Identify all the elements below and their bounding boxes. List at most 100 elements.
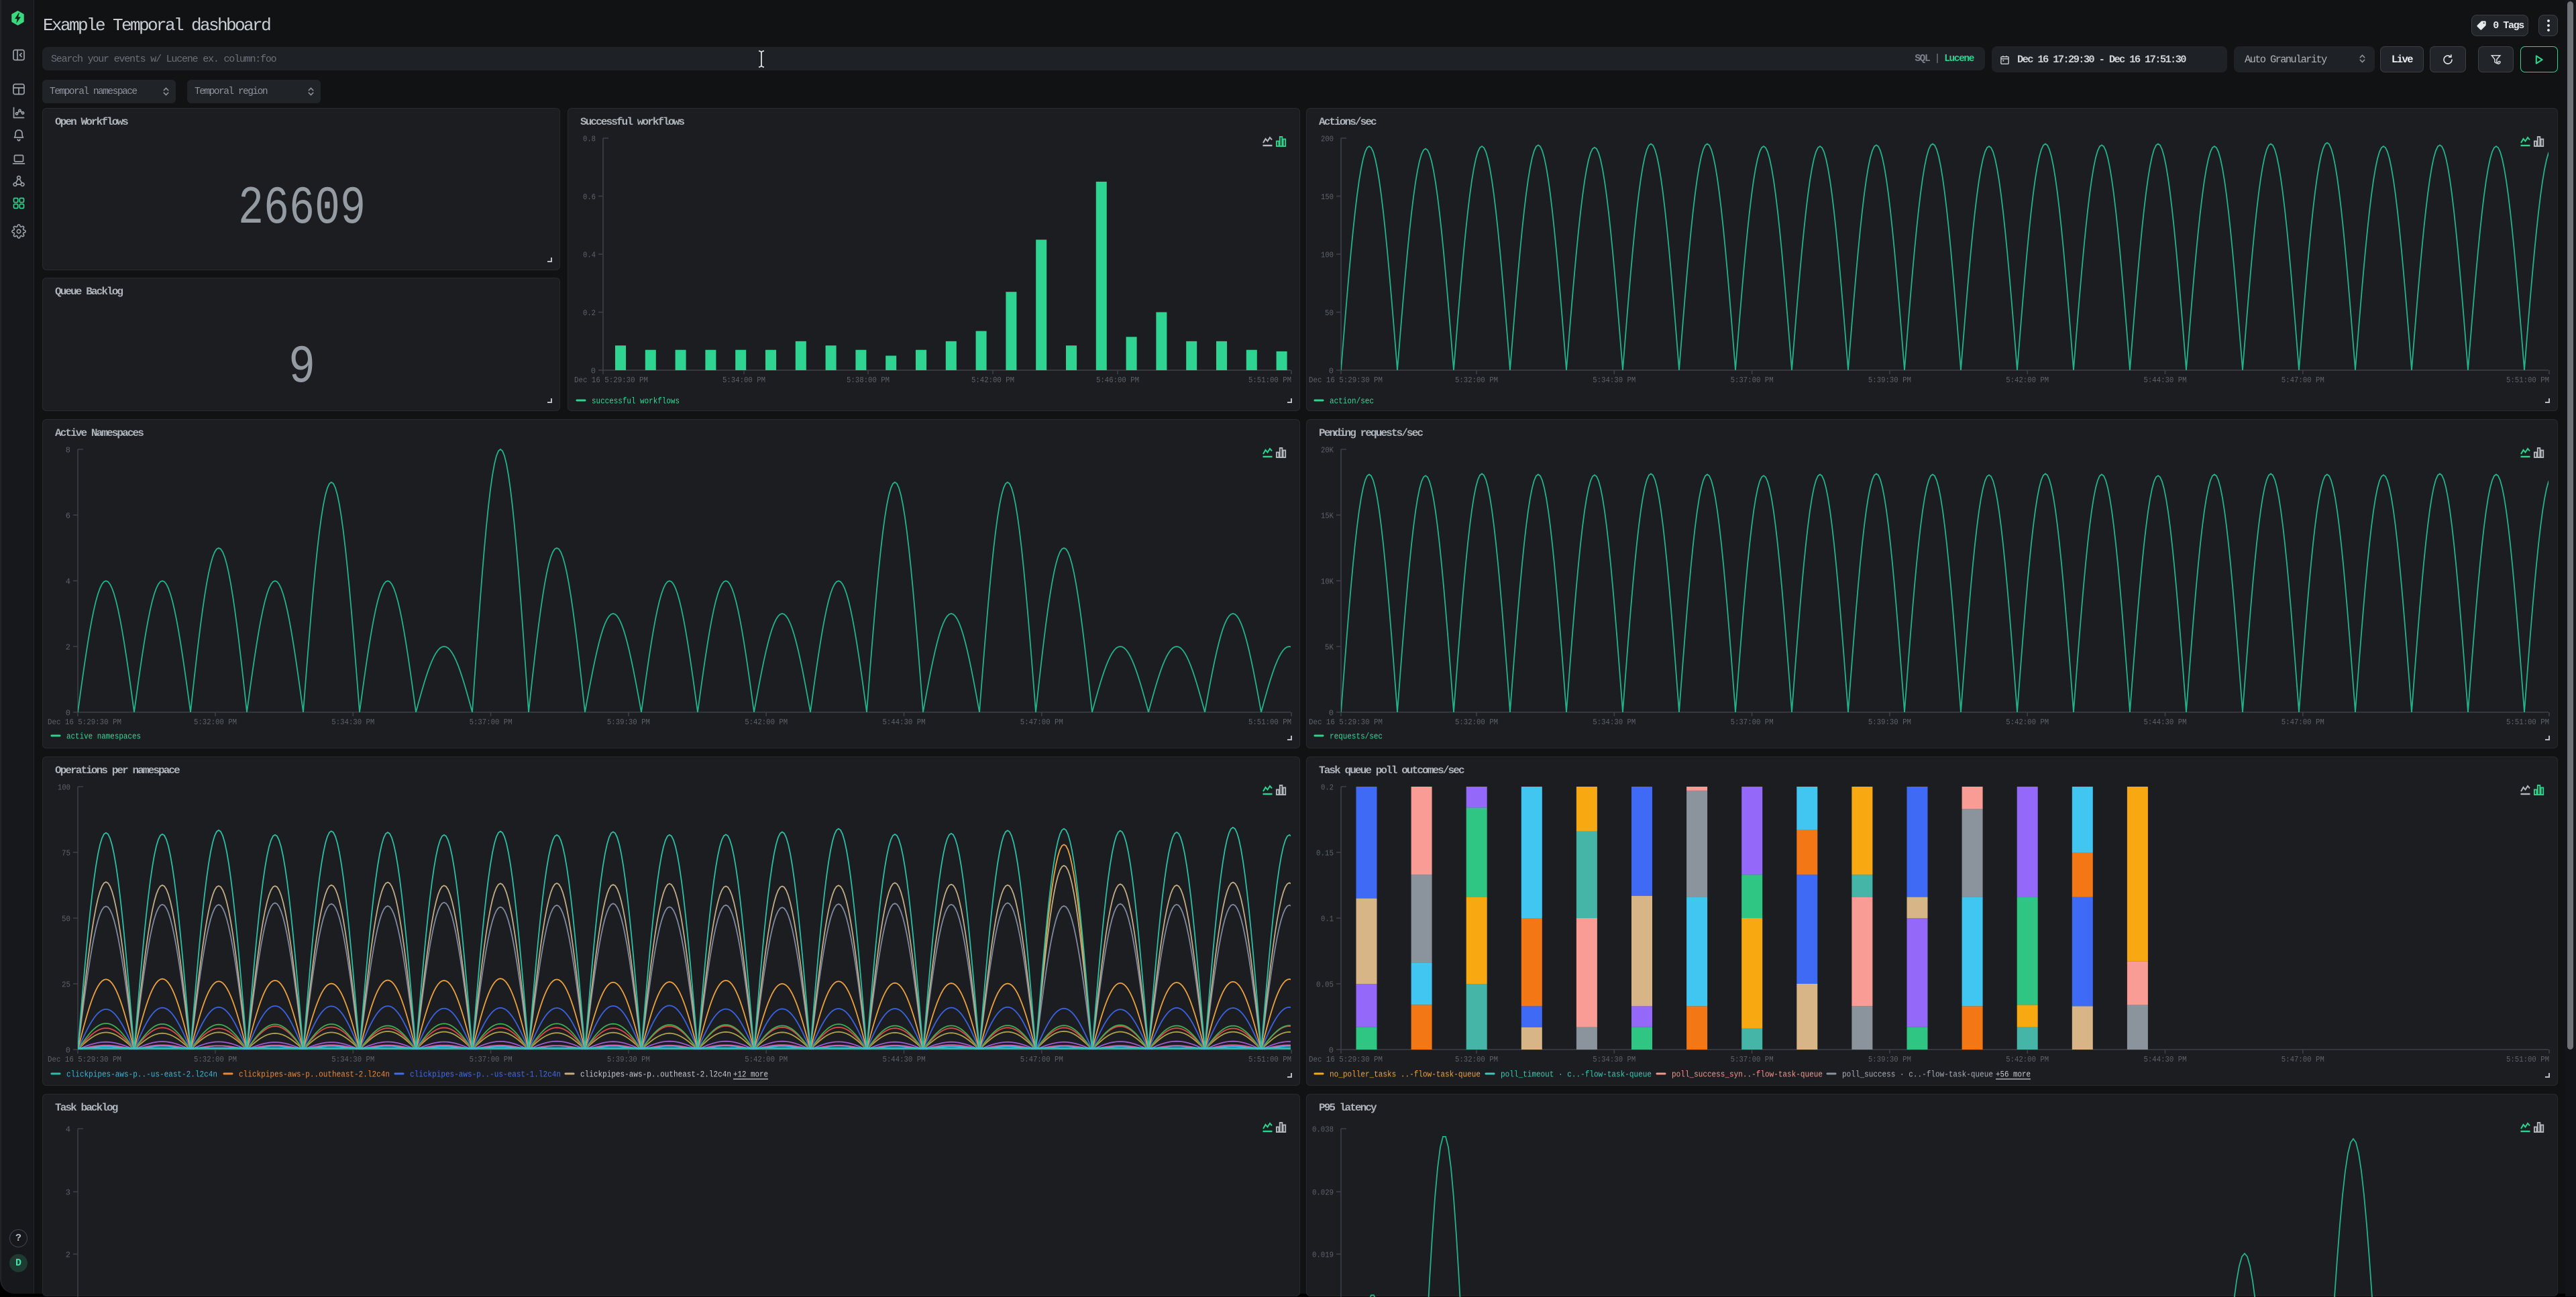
svg-text:25: 25 — [62, 980, 70, 990]
svg-text:0.038: 0.038 — [1312, 1125, 1334, 1135]
svg-text:5:51:00 PM: 5:51:00 PM — [2506, 718, 2549, 727]
svg-text:5:32:00 PM: 5:32:00 PM — [194, 718, 237, 727]
svg-text:4: 4 — [66, 1125, 70, 1135]
svg-text:6: 6 — [66, 512, 70, 521]
svg-text:5:51:00 PM: 5:51:00 PM — [1248, 376, 1291, 385]
svg-text:Dec 16 5:29:30 PM: Dec 16 5:29:30 PM — [1309, 376, 1383, 385]
svg-text:5:32:00 PM: 5:32:00 PM — [1455, 718, 1498, 727]
svg-text:5:39:30 PM: 5:39:30 PM — [1868, 1055, 1911, 1064]
svg-text:2: 2 — [66, 643, 70, 653]
svg-text:8: 8 — [66, 446, 70, 455]
svg-text:2: 2 — [66, 1251, 70, 1260]
svg-text:5:44:30 PM: 5:44:30 PM — [2144, 1055, 2187, 1064]
svg-text:0.029: 0.029 — [1312, 1188, 1334, 1198]
svg-text:5:47:00 PM: 5:47:00 PM — [2282, 376, 2324, 385]
svg-text:10K: 10K — [1321, 577, 1334, 587]
svg-text:50: 50 — [62, 915, 70, 924]
svg-text:0: 0 — [66, 709, 70, 718]
svg-text:0.15: 0.15 — [1316, 849, 1334, 858]
svg-text:20K: 20K — [1321, 446, 1334, 455]
svg-text:5:34:30 PM: 5:34:30 PM — [1593, 718, 1635, 727]
svg-text:Dec 16 5:29:30 PM: Dec 16 5:29:30 PM — [48, 718, 121, 727]
svg-text:0: 0 — [1329, 709, 1334, 718]
svg-text:5:42:00 PM: 5:42:00 PM — [745, 718, 788, 727]
svg-text:5:47:00 PM: 5:47:00 PM — [1020, 1055, 1063, 1064]
svg-text:0: 0 — [1329, 1046, 1334, 1056]
svg-text:5:34:30 PM: 5:34:30 PM — [331, 718, 374, 727]
svg-text:Dec 16 5:29:30 PM: Dec 16 5:29:30 PM — [1309, 718, 1383, 727]
svg-text:5:39:30 PM: 5:39:30 PM — [607, 718, 650, 727]
svg-text:5:47:00 PM: 5:47:00 PM — [1020, 718, 1063, 727]
svg-text:150: 150 — [1321, 192, 1334, 202]
svg-text:clickpipes-aws-p..-us-east-1.l: clickpipes-aws-p..-us-east-1.l2c4n — [410, 1070, 561, 1080]
svg-text:5:37:00 PM: 5:37:00 PM — [470, 718, 513, 727]
svg-text:5:47:00 PM: 5:47:00 PM — [2282, 1055, 2324, 1064]
svg-text:5:39:30 PM: 5:39:30 PM — [1868, 718, 1911, 727]
svg-text:5:37:00 PM: 5:37:00 PM — [470, 1055, 513, 1064]
svg-text:action/sec: action/sec — [1330, 396, 1374, 406]
svg-text:5:44:30 PM: 5:44:30 PM — [2144, 718, 2187, 727]
svg-text:5:51:00 PM: 5:51:00 PM — [2506, 376, 2549, 385]
svg-text:0.6: 0.6 — [583, 192, 596, 202]
svg-text:clickpipes-aws-p..outheast-2.l: clickpipes-aws-p..outheast-2.l2c4n — [580, 1070, 731, 1080]
svg-text:5:44:30 PM: 5:44:30 PM — [883, 718, 926, 727]
svg-text:+12 more: +12 more — [733, 1070, 768, 1080]
svg-text:no_poller_tasks ..-flow-task-q: no_poller_tasks ..-flow-task-queue — [1330, 1070, 1481, 1080]
svg-text:clickpipes-aws-p..outheast-2.l: clickpipes-aws-p..outheast-2.l2c4n — [239, 1070, 390, 1080]
svg-text:5K: 5K — [1325, 643, 1334, 653]
svg-text:5:34:30 PM: 5:34:30 PM — [1593, 376, 1635, 385]
svg-text:5:37:00 PM: 5:37:00 PM — [1731, 718, 1774, 727]
svg-text:poll_success · c..-flow-task-q: poll_success · c..-flow-task-queue — [1842, 1070, 1993, 1080]
svg-text:5:34:30 PM: 5:34:30 PM — [1593, 1055, 1635, 1064]
svg-text:0: 0 — [66, 1046, 70, 1056]
svg-text:4: 4 — [66, 577, 70, 587]
svg-text:clickpipes-aws-p..-us-east-2.l: clickpipes-aws-p..-us-east-2.l2c4n — [66, 1070, 217, 1080]
svg-text:5:42:00 PM: 5:42:00 PM — [2006, 718, 2049, 727]
svg-text:5:42:00 PM: 5:42:00 PM — [2006, 376, 2049, 385]
svg-text:5:42:00 PM: 5:42:00 PM — [971, 376, 1014, 385]
svg-text:5:37:00 PM: 5:37:00 PM — [1731, 1055, 1774, 1064]
svg-text:100: 100 — [58, 783, 70, 793]
svg-text:5:47:00 PM: 5:47:00 PM — [2282, 718, 2324, 727]
svg-text:0.1: 0.1 — [1321, 915, 1334, 924]
svg-text:9: 9 — [288, 337, 315, 398]
svg-text:5:32:00 PM: 5:32:00 PM — [194, 1055, 237, 1064]
svg-text:0.8: 0.8 — [583, 135, 596, 144]
svg-text:5:42:00 PM: 5:42:00 PM — [745, 1055, 788, 1064]
svg-text:5:34:30 PM: 5:34:30 PM — [331, 1055, 374, 1064]
svg-text:0: 0 — [1329, 367, 1334, 376]
svg-text:5:32:00 PM: 5:32:00 PM — [1455, 376, 1498, 385]
svg-text:0.4: 0.4 — [583, 251, 596, 260]
svg-text:+56 more: +56 more — [1996, 1070, 2031, 1080]
svg-text:active namespaces: active namespaces — [66, 732, 141, 742]
svg-text:5:51:00 PM: 5:51:00 PM — [2506, 1055, 2549, 1064]
svg-text:0.2: 0.2 — [583, 308, 596, 318]
svg-text:Dec 16 5:29:30 PM: Dec 16 5:29:30 PM — [48, 1055, 121, 1064]
svg-text:0.2: 0.2 — [1321, 783, 1334, 793]
svg-text:3: 3 — [66, 1188, 70, 1198]
svg-text:5:37:00 PM: 5:37:00 PM — [1731, 376, 1774, 385]
svg-text:5:51:00 PM: 5:51:00 PM — [1248, 718, 1291, 727]
svg-text:poll_success_syn..-flow-task-q: poll_success_syn..-flow-task-queue — [1672, 1070, 1823, 1080]
svg-text:Dec 16 5:29:30 PM: Dec 16 5:29:30 PM — [574, 376, 648, 385]
svg-text:5:34:00 PM: 5:34:00 PM — [722, 376, 765, 385]
svg-text:50: 50 — [1325, 308, 1334, 318]
svg-text:75: 75 — [62, 849, 70, 858]
svg-text:5:42:00 PM: 5:42:00 PM — [2006, 1055, 2049, 1064]
svg-text:200: 200 — [1321, 135, 1334, 144]
svg-text:5:38:00 PM: 5:38:00 PM — [847, 376, 890, 385]
svg-text:15K: 15K — [1321, 512, 1334, 521]
svg-text:0: 0 — [591, 367, 596, 376]
svg-text:5:32:00 PM: 5:32:00 PM — [1455, 1055, 1498, 1064]
svg-text:requests/sec: requests/sec — [1330, 732, 1383, 742]
svg-text:5:39:30 PM: 5:39:30 PM — [607, 1055, 650, 1064]
svg-text:5:39:30 PM: 5:39:30 PM — [1868, 376, 1911, 385]
svg-text:Dec 16 5:29:30 PM: Dec 16 5:29:30 PM — [1309, 1055, 1383, 1064]
svg-text:100: 100 — [1321, 251, 1334, 260]
svg-text:successful workflows: successful workflows — [592, 396, 680, 406]
svg-text:5:51:00 PM: 5:51:00 PM — [1248, 1055, 1291, 1064]
svg-text:0.019: 0.019 — [1312, 1251, 1334, 1260]
svg-text:26609: 26609 — [238, 178, 366, 239]
svg-text:5:44:30 PM: 5:44:30 PM — [883, 1055, 926, 1064]
svg-text:5:46:00 PM: 5:46:00 PM — [1096, 376, 1139, 385]
